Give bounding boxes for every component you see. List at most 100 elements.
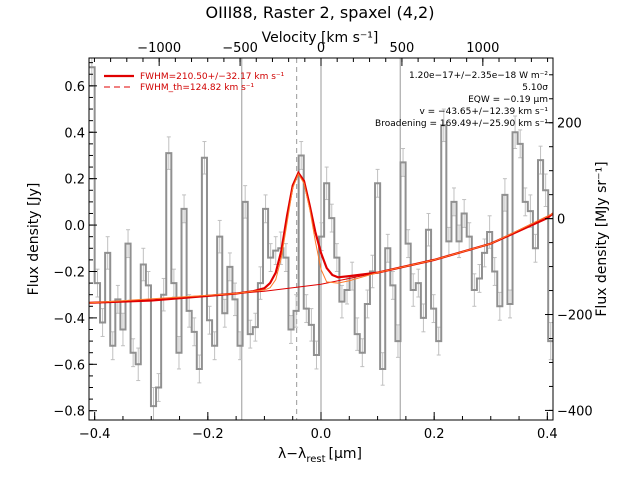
spectrum-point xyxy=(381,368,384,370)
spectrum-point xyxy=(101,321,104,324)
spectrum-point xyxy=(106,252,109,254)
spectrum-point xyxy=(442,124,445,127)
spectrum-point xyxy=(549,340,552,342)
spectrum-point xyxy=(111,344,114,347)
spectrum-point xyxy=(458,240,460,243)
spectrum-point xyxy=(417,282,420,284)
spectrum-point xyxy=(305,307,308,310)
reference-lines xyxy=(241,58,401,420)
spectrum-point xyxy=(432,307,435,310)
y-axis-title: Flux density [Jy] xyxy=(26,183,42,296)
y2-tick-label: −400 xyxy=(557,404,593,419)
spectrum-point xyxy=(122,328,124,331)
x-tick-label: 0.2 xyxy=(424,427,445,442)
spectrum-point xyxy=(478,277,481,280)
y-tick-label: −0.8 xyxy=(53,405,85,420)
spectrum-point xyxy=(534,247,537,250)
spectrum-point xyxy=(315,354,318,356)
y2-axis-title: Flux density [MJy sr⁻¹] xyxy=(594,161,610,316)
spectrum-point xyxy=(269,256,272,259)
x2-tick-label: −1000 xyxy=(137,41,181,56)
spectrum-point xyxy=(203,156,206,159)
spectrum-point xyxy=(524,201,527,203)
spectrum-point xyxy=(519,143,521,145)
spectrum-point xyxy=(539,159,542,161)
spectrum-point xyxy=(346,289,348,291)
spectrum-point xyxy=(376,182,379,185)
spectrum-point xyxy=(386,247,389,250)
spectrum-point xyxy=(453,201,455,203)
spectrum-point xyxy=(285,256,287,259)
spectrum-point xyxy=(504,194,506,196)
spectrum-point xyxy=(147,284,150,287)
annotation-broadening: Broadening = 169.49+/−25.90 km s⁻¹ xyxy=(375,119,548,129)
annotation-sigma: 5.10σ xyxy=(522,83,548,93)
spectrum-point xyxy=(239,344,241,347)
x-axis-title-main: λ−λ xyxy=(278,446,306,462)
axes: −0.4 −0.2 0.0 0.2 0.4 −1000 −500 0 500 1000 0.6 0.4… xyxy=(53,41,592,442)
spectrum-point xyxy=(473,289,476,291)
spectrum-point xyxy=(529,210,532,212)
legend: FWHM=210.50+/−32.17 km s⁻¹ FWHM_th=124.8… xyxy=(104,72,285,93)
spectrum-point xyxy=(422,317,425,319)
spectrum-point xyxy=(173,282,175,284)
spectrum-point xyxy=(229,266,231,268)
spectrum-point xyxy=(249,333,252,335)
spectrum-point xyxy=(336,256,338,259)
spectrum-point xyxy=(509,303,511,305)
spectrum-point xyxy=(178,351,180,354)
y2-tick-label: −200 xyxy=(557,309,593,324)
x-axis-title: λ−λrest [μm] xyxy=(278,446,362,465)
spectrum-point xyxy=(448,240,450,243)
spectrum-point xyxy=(544,189,547,192)
spectrum-point xyxy=(463,212,465,215)
spectrum-point xyxy=(96,282,99,284)
spectrum-point xyxy=(254,326,257,328)
spectrum-point xyxy=(193,331,196,333)
spectrum-point xyxy=(397,340,399,342)
spectrum-point xyxy=(152,405,155,407)
spectrum-point xyxy=(412,289,415,291)
y-tick-label: −0.6 xyxy=(53,358,85,373)
spectrum-point xyxy=(468,235,471,238)
x-tick-label: −0.4 xyxy=(79,427,111,442)
x2-tick-label: 0 xyxy=(317,41,325,56)
y-tick-label: 0.4 xyxy=(64,126,85,141)
spectrum-point xyxy=(295,310,297,312)
spectrum-point xyxy=(274,249,277,252)
x-tick-label: 0.4 xyxy=(537,427,558,442)
spectrum-point xyxy=(483,252,486,254)
y2-tick-label: 0 xyxy=(557,213,565,228)
x-axis-title-unit: [μm] xyxy=(329,446,362,462)
spectrum-point xyxy=(188,310,190,312)
spectrum-point xyxy=(142,263,145,266)
spectrum-point xyxy=(198,368,201,370)
spectrum-point xyxy=(341,300,343,303)
spectrum-point xyxy=(137,363,140,366)
spectrum-point xyxy=(132,351,134,354)
legend-label-fwhm: FWHM=210.50+/−32.17 km s⁻¹ xyxy=(140,72,285,82)
spectrum-point xyxy=(208,319,211,322)
spectrum-point xyxy=(91,66,93,69)
spectrum-point xyxy=(218,235,221,238)
spectrum-point xyxy=(356,333,359,335)
y-tick-label: 0.0 xyxy=(64,219,85,234)
spectrum-point xyxy=(371,270,374,273)
fit-annotations: 1.20e−17+/−2.35e−18 W m⁻² 5.10σ EQW = −0… xyxy=(375,71,548,129)
spectrum-point xyxy=(366,303,369,305)
spectrum-point xyxy=(127,242,129,245)
legend-label-fwhm-th: FWHM_th=124.82 km s⁻¹ xyxy=(140,83,255,93)
spectrum-point xyxy=(514,131,516,134)
spectrum-point xyxy=(392,284,394,287)
y-tick-label: 0.2 xyxy=(64,173,85,188)
x-tick-label: −0.2 xyxy=(192,427,224,442)
x-tick-label: 0.0 xyxy=(311,427,332,442)
spectrum-point xyxy=(310,324,313,326)
spectrum-point xyxy=(290,328,292,331)
spectrum-point xyxy=(157,386,160,389)
y-tick-label: −0.4 xyxy=(53,312,85,327)
spectrum-point xyxy=(493,270,496,273)
spectrum-point xyxy=(361,351,364,354)
spectrum-point xyxy=(330,217,333,219)
spectrum-point xyxy=(437,340,440,342)
